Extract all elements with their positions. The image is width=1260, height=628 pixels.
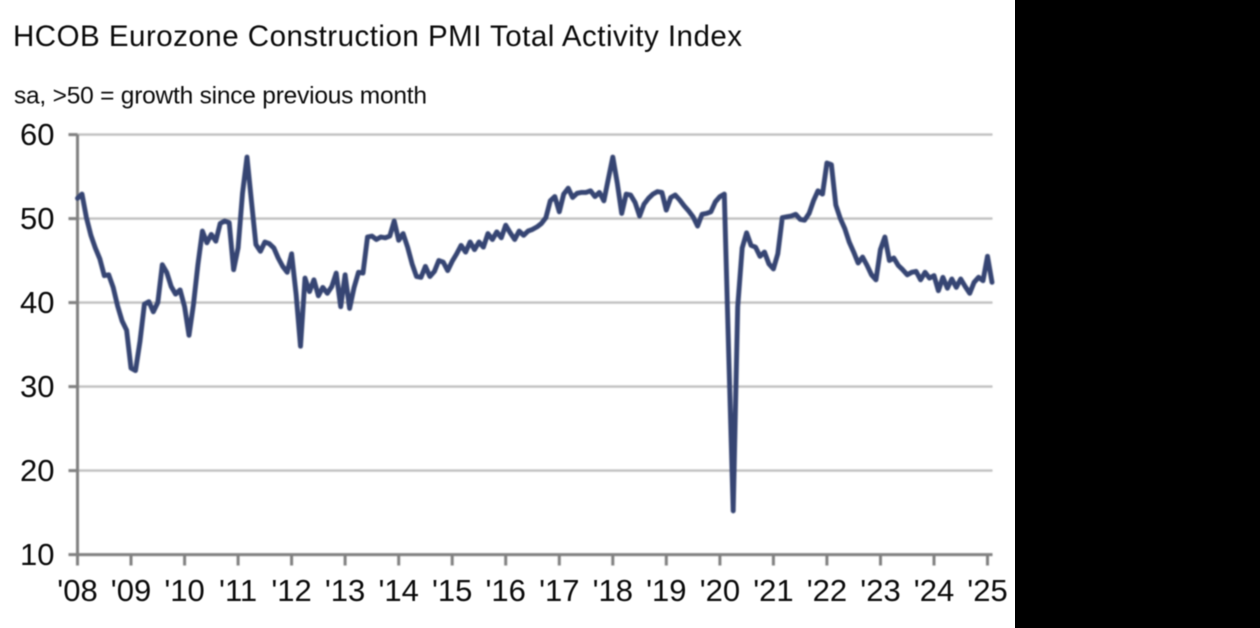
svg-text:'22: '22 <box>807 573 847 608</box>
svg-text:'11: '11 <box>219 573 257 608</box>
svg-text:'17: '17 <box>539 573 579 608</box>
svg-text:'20: '20 <box>700 573 740 608</box>
svg-text:40: 40 <box>20 285 54 320</box>
svg-text:'10: '10 <box>164 573 204 608</box>
svg-text:'23: '23 <box>860 573 900 608</box>
svg-text:sa, >50 = growth since previou: sa, >50 = growth since previous month <box>14 83 427 110</box>
svg-text:'15: '15 <box>432 573 472 608</box>
svg-text:60: 60 <box>20 117 54 152</box>
svg-text:'12: '12 <box>271 573 311 608</box>
svg-text:'13: '13 <box>325 573 365 608</box>
svg-text:'16: '16 <box>485 573 525 608</box>
svg-text:30: 30 <box>20 369 54 404</box>
svg-text:50: 50 <box>20 201 54 236</box>
svg-text:20: 20 <box>20 453 54 488</box>
svg-text:'19: '19 <box>646 573 686 608</box>
svg-text:'18: '18 <box>593 573 633 608</box>
svg-text:'24: '24 <box>914 573 954 608</box>
svg-text:'25: '25 <box>967 573 1007 608</box>
svg-text:'09: '09 <box>111 573 151 608</box>
svg-text:'21: '21 <box>753 573 793 608</box>
svg-text:'08: '08 <box>57 573 97 608</box>
svg-text:'14: '14 <box>378 573 418 608</box>
svg-text:HCOB Eurozone Construction PMI: HCOB Eurozone Construction PMI Total Act… <box>13 20 742 53</box>
svg-text:10: 10 <box>20 537 54 572</box>
